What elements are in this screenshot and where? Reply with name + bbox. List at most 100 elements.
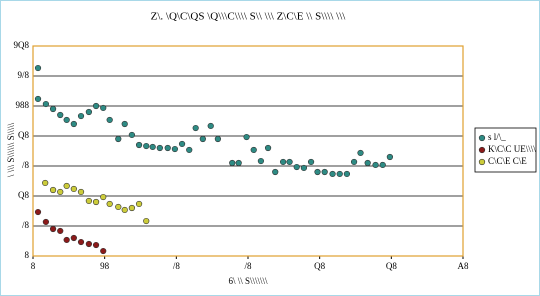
- point: [42, 218, 50, 226]
- point: [77, 112, 85, 120]
- point: [34, 208, 42, 216]
- point: [250, 146, 257, 154]
- y-tick-label: 9Q8: [14, 40, 30, 50]
- point: [57, 111, 64, 119]
- point: [92, 102, 100, 110]
- point: [286, 158, 293, 166]
- point: [77, 238, 85, 246]
- x-tick-label: /8: [173, 261, 181, 271]
- point: [280, 158, 287, 166]
- point: [171, 145, 178, 153]
- y-tick-label: 988: [16, 100, 30, 110]
- x-tick-label: 98: [100, 261, 110, 271]
- point: [149, 143, 156, 151]
- point: [143, 217, 150, 225]
- point: [121, 120, 128, 128]
- point: [357, 149, 364, 157]
- point: [143, 142, 150, 150]
- point: [264, 144, 272, 152]
- point: [63, 182, 70, 190]
- point: [70, 234, 77, 242]
- point: [192, 124, 199, 132]
- point: [207, 122, 214, 130]
- x-tick-label: Q8: [314, 261, 325, 271]
- point: [372, 161, 379, 169]
- legend-label: s l/\_: [488, 132, 506, 142]
- point: [49, 105, 57, 113]
- x-tick-label: /8: [244, 261, 252, 271]
- point: [63, 236, 70, 244]
- point: [115, 203, 122, 211]
- x-tick-label: A8: [458, 261, 469, 271]
- point: [85, 108, 92, 116]
- point: [42, 100, 50, 108]
- legend-label: K\C\C UE\\\\: [488, 144, 536, 154]
- point: [42, 179, 49, 187]
- point: [100, 247, 107, 255]
- point: [229, 159, 236, 167]
- point: [70, 120, 77, 128]
- point: [379, 161, 386, 169]
- point: [243, 133, 250, 141]
- point: [336, 170, 343, 178]
- point: [364, 159, 371, 167]
- point: [128, 204, 135, 212]
- point: [57, 188, 64, 196]
- point: [156, 144, 163, 152]
- y-tick-label: Q8: [18, 190, 29, 200]
- y-tick-label: 9/8: [17, 70, 29, 80]
- point: [235, 159, 242, 167]
- point: [49, 186, 57, 194]
- point: [106, 116, 113, 124]
- point: [135, 200, 143, 208]
- point: [386, 153, 394, 161]
- point: [85, 240, 92, 248]
- point: [300, 164, 308, 172]
- point: [57, 227, 64, 235]
- point: [321, 168, 328, 176]
- point: [34, 95, 42, 103]
- point: [178, 140, 186, 148]
- point: [214, 135, 221, 143]
- point: [77, 188, 85, 196]
- point: [70, 185, 77, 193]
- point: [272, 168, 279, 176]
- chart-title: Z\. \Q\C\QS \Q\\\C\\\\ S\\ \\\ Z\C\E \\ …: [151, 11, 347, 23]
- point: [307, 158, 315, 166]
- point: [186, 146, 193, 154]
- point: [164, 144, 171, 152]
- plot-border: [32, 45, 464, 257]
- point: [34, 64, 42, 72]
- legend-marker: [478, 158, 486, 166]
- point: [257, 157, 265, 165]
- x-axis-label: 6\ \\ S\\\\\\\: [228, 276, 268, 286]
- point: [100, 104, 107, 112]
- point: [49, 225, 57, 233]
- point: [100, 193, 107, 201]
- y-tick-label: /8: [22, 160, 30, 170]
- x-tick-label: 8: [31, 261, 36, 271]
- legend-label: C\C\E C\E: [488, 156, 527, 166]
- point: [106, 200, 113, 208]
- legend-marker: [478, 146, 486, 154]
- point: [135, 141, 143, 149]
- point: [92, 241, 100, 249]
- y-axis-label: \ \\\ S\\\\\\ S\\\\\: [6, 122, 16, 177]
- y-tick-label: /8: [22, 220, 30, 230]
- point: [92, 198, 100, 206]
- point: [350, 158, 358, 166]
- point: [128, 131, 135, 139]
- point: [63, 116, 70, 124]
- point: [85, 197, 92, 205]
- y-tick-label: 8: [25, 250, 30, 260]
- legend-box: [474, 127, 537, 173]
- point: [115, 135, 122, 143]
- point: [314, 168, 321, 176]
- point: [293, 163, 300, 171]
- y-tick-label: Q8: [18, 130, 29, 140]
- point: [329, 170, 336, 178]
- point: [199, 135, 206, 143]
- x-tick-label: Q8: [386, 261, 397, 271]
